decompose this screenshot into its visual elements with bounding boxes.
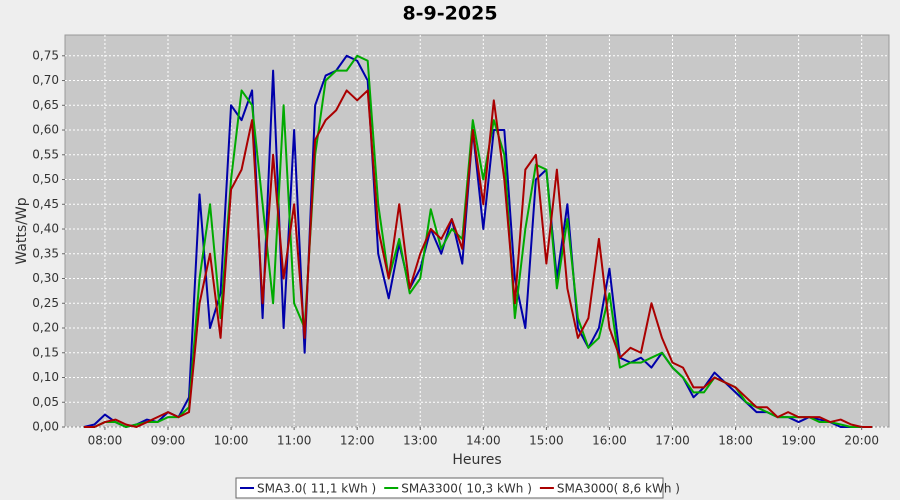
y-tick-label: 0,20 [32, 321, 59, 335]
y-tick-label: 0,50 [32, 172, 59, 186]
y-tick-label: 0,15 [32, 345, 59, 359]
x-axis-label: Heures [452, 452, 501, 468]
y-tick-label: 0,35 [32, 246, 59, 260]
y-tick-label: 0,30 [32, 271, 59, 285]
legend-label: SMA3300( 10,3 kWh ) [401, 482, 532, 496]
y-tick-label: 0,05 [32, 395, 59, 409]
lines [83, 54, 873, 428]
legend-label: SMA3.0( 11,1 kWh ) [257, 482, 376, 496]
legend [235, 477, 664, 499]
y-tick-label: 0,10 [32, 370, 59, 384]
y-tick-label: 0,60 [32, 123, 59, 137]
y-tick-label: 0,75 [32, 48, 59, 62]
y-tick-label: 0,25 [32, 296, 59, 310]
x-tick-label: 17:00 [655, 434, 690, 448]
x-tick-label: 13:00 [403, 434, 438, 448]
x-tick-label: 08:00 [88, 434, 123, 448]
x-tick-label: 11:00 [277, 434, 312, 448]
x-tick-label: 20:00 [844, 434, 879, 448]
y-tick-label: 0,55 [32, 147, 59, 161]
x-tick-label: 09:00 [151, 434, 186, 448]
series-line [83, 89, 873, 428]
x-tick-label: 14:00 [466, 434, 501, 448]
y-tick-label: 0,40 [32, 222, 59, 236]
legend-items: SMA3.0( 11,1 kWh ) SMA3300( 10,3 kWh ) SMA… [240, 482, 680, 496]
y-axis-label: Watts/Wp [14, 197, 30, 264]
series-line [83, 54, 873, 428]
y-tick-label: 0,70 [32, 73, 59, 87]
y-tick-label: 0,45 [32, 197, 59, 211]
x-tick-label: 18:00 [718, 434, 753, 448]
plot-area [64, 34, 890, 428]
x-tick-label: 10:00 [214, 434, 249, 448]
legend-label: SMA3000( 8,6 kWh ) [557, 482, 680, 496]
x-tick-label: 16:00 [592, 434, 627, 448]
chart-title: 8-9-2025 [402, 3, 497, 25]
series-line [83, 54, 873, 428]
y-tick-label: 0,00 [32, 420, 59, 434]
x-tick-label: 19:00 [781, 434, 816, 448]
x-tick-label: 15:00 [529, 434, 564, 448]
y-tick-label: 0,65 [32, 98, 59, 112]
x-tick-label: 12:00 [340, 434, 375, 448]
